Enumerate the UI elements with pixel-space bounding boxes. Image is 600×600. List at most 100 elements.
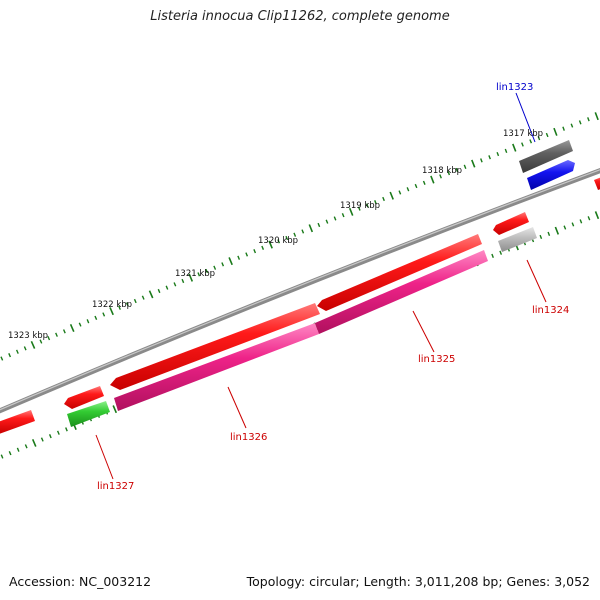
outer-scale-tick <box>15 349 19 354</box>
inner-scale-tick <box>40 437 44 442</box>
outer-scale-tick <box>504 148 508 153</box>
outer-scale-tick <box>308 224 314 233</box>
leader-lin1325 <box>412 310 435 353</box>
inner-scale-tick <box>539 234 543 240</box>
outer-scale-tick <box>213 265 217 270</box>
inner-scale-tick <box>0 454 4 459</box>
outer-scale-tick <box>228 257 233 266</box>
outer-scale-tick <box>301 229 305 234</box>
outer-scale-tick <box>430 175 435 184</box>
outer-scale-tick <box>414 183 418 189</box>
outer-scale-tick <box>253 249 257 254</box>
gene-lin1327-upper-arrow[interactable] <box>64 386 104 409</box>
outer-scale-tick <box>578 120 582 125</box>
outer-scale-tick <box>118 305 121 310</box>
outer-scale-tick <box>496 151 500 157</box>
outer-scale-tick <box>188 273 194 282</box>
outer-scale-tick <box>439 174 442 179</box>
gene-label-lin1324[interactable]: lin1324 <box>532 305 569 316</box>
inner-scale-tick <box>56 430 60 435</box>
scale-label-1322: 1322 kbp <box>92 300 132 310</box>
gene-lin1328-arrow[interactable] <box>0 410 35 434</box>
outer-scale-tick <box>277 239 281 244</box>
outer-scale-tick <box>181 278 185 284</box>
outer-scale-tick <box>94 315 98 320</box>
outer-scale-tick <box>594 112 599 121</box>
inner-scale-tick <box>563 225 567 230</box>
scale-label-1320: 1320 kbp <box>258 236 298 246</box>
outer-scale-tick <box>133 298 137 304</box>
gene-lin1323-arrow[interactable] <box>527 160 575 190</box>
inner-scale-tick <box>16 447 20 452</box>
outer-scale-tick <box>78 322 82 327</box>
gene-offscreen-arrow[interactable] <box>594 176 600 190</box>
outer-scale-tick <box>293 232 297 237</box>
inner-scale-tick <box>65 427 68 432</box>
outer-scale-tick <box>512 143 517 152</box>
outer-scale-tick <box>125 302 129 307</box>
outer-scale-tick <box>30 340 36 349</box>
outer-scale-tick <box>422 180 426 185</box>
inner-scale-tick <box>112 405 118 414</box>
outer-scale-tick <box>86 319 90 324</box>
gene-lin1324-upper-arrow[interactable] <box>493 212 529 235</box>
outer-scale-tick <box>237 255 241 260</box>
outer-scale-ticks <box>0 112 599 361</box>
gene-lin1325-arrow[interactable] <box>315 250 488 334</box>
outer-scale-tick <box>471 159 476 168</box>
outer-scale-tick <box>102 312 106 317</box>
gene-lin1323-outer-arrow[interactable] <box>519 140 573 173</box>
outer-scale-tick <box>268 240 273 249</box>
outer-scale-tick <box>148 290 154 299</box>
gene-lin1326-upper-arrow[interactable] <box>110 303 320 390</box>
outer-scale-tick <box>553 127 558 136</box>
outer-scale-tick <box>165 285 169 290</box>
outer-scale-tick <box>341 213 345 218</box>
gene-label-lin1327[interactable]: lin1327 <box>97 481 134 492</box>
outer-scale-tick <box>325 219 329 224</box>
outer-scale-tick <box>23 346 27 351</box>
gene-lin1324-arrow[interactable] <box>498 227 537 252</box>
outer-scale-tick <box>562 126 565 131</box>
outer-scale-tick <box>348 207 354 216</box>
outer-scale-tick <box>545 132 549 138</box>
outer-scale-tick <box>205 268 209 274</box>
outer-scale-tick <box>333 216 337 221</box>
gene-lin1326-arrow[interactable] <box>114 323 319 411</box>
leader-lin1323 <box>515 92 536 143</box>
genome-summary: Topology: circular; Length: 3,011,208 bp… <box>246 574 590 589</box>
outer-scale-tick <box>455 167 459 173</box>
outer-scale-tick <box>317 222 321 228</box>
outer-scale-tick <box>529 139 533 144</box>
gene-label-lin1325[interactable]: lin1325 <box>418 354 455 365</box>
gene-lin1327-arrow[interactable] <box>67 401 110 427</box>
outer-scale-tick <box>141 295 145 300</box>
inner-scale-tick <box>554 226 560 235</box>
outer-scale-tick <box>521 142 524 147</box>
inner-scale-tick <box>48 434 52 439</box>
outer-scale-tick <box>463 164 467 169</box>
genome-backbone <box>0 168 600 414</box>
gene-lin1325-upper-arrow[interactable] <box>317 234 482 311</box>
outer-scale-tick <box>406 187 410 192</box>
outer-scale-tick <box>0 356 4 361</box>
scale-label-1317: 1317 kbp <box>503 129 543 139</box>
scale-label-1321: 1321 kbp <box>175 269 215 279</box>
scale-label-1323: 1323 kbp <box>8 331 48 341</box>
outer-scale-tick <box>382 196 385 202</box>
inner-scale-tick <box>8 451 12 456</box>
outer-scale-tick <box>109 307 114 316</box>
inner-scale-tick <box>491 253 494 258</box>
gene-label-lin1326[interactable]: lin1326 <box>230 432 267 443</box>
outer-scale-tick <box>173 282 177 287</box>
outer-scale-tick <box>261 245 265 250</box>
leader-lin1327 <box>95 434 114 480</box>
gene-label-lin1323[interactable]: lin1323 <box>496 82 533 93</box>
outer-scale-tick <box>47 336 51 341</box>
outer-scale-tick <box>537 136 541 141</box>
inner-scale-tick <box>499 250 503 255</box>
inner-scale-tick <box>547 231 551 236</box>
outer-scale-tick <box>285 235 289 241</box>
outer-scale-tick <box>69 323 75 333</box>
